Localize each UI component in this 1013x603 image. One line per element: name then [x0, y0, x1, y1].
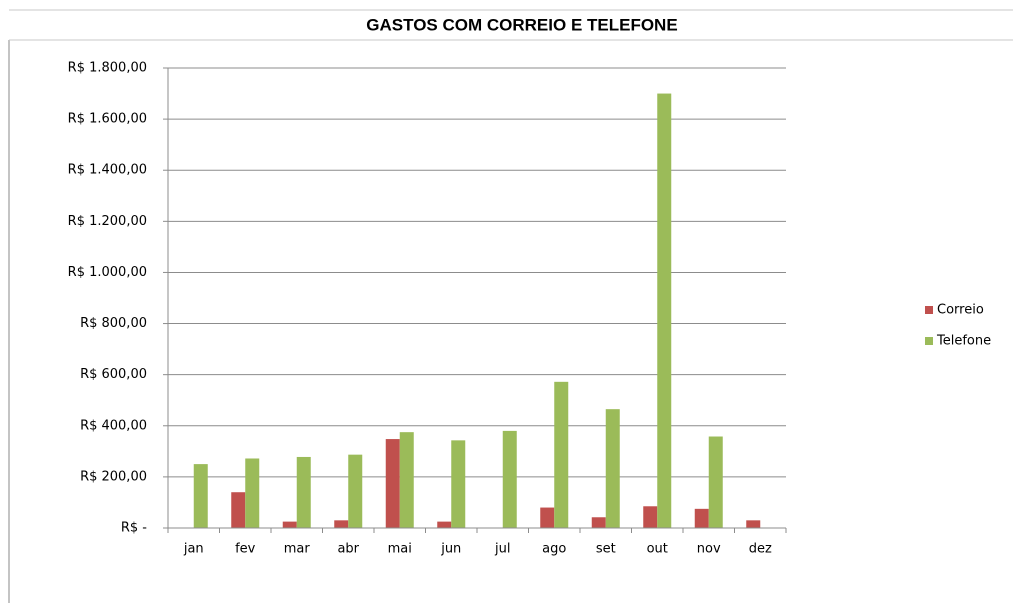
y-tick-label: R$ 1.000,00 [68, 265, 147, 280]
y-tick-label: R$ 600,00 [80, 367, 147, 382]
bar [708, 436, 723, 528]
bar [385, 439, 400, 528]
bar [694, 508, 709, 528]
x-tick-label: ago [542, 542, 566, 557]
bar [282, 521, 297, 528]
y-tick-label: R$ 1.200,00 [68, 214, 147, 229]
bar [348, 454, 363, 528]
y-tick-label: R$ 1.400,00 [68, 163, 147, 178]
x-tick-label: nov [697, 542, 721, 557]
legend-label: Telefone [936, 334, 991, 349]
bar [399, 432, 414, 528]
x-tick-label: mai [388, 542, 412, 557]
bar [605, 409, 620, 528]
bar [231, 492, 246, 528]
x-tick-label: jul [494, 542, 510, 557]
bar [554, 381, 569, 528]
bar [746, 520, 761, 528]
bar [451, 440, 466, 528]
x-tick-label: jan [183, 542, 204, 557]
legend-swatch [925, 337, 933, 345]
bar [657, 93, 672, 529]
bar [540, 507, 555, 528]
x-tick-label: out [647, 542, 668, 557]
y-tick-label: R$ 1.600,00 [68, 112, 147, 127]
x-tick-label: set [596, 542, 616, 557]
x-tick-label: dez [749, 542, 772, 557]
x-tick-label: mar [284, 542, 311, 557]
y-tick-label: R$ 200,00 [80, 469, 147, 484]
bar [502, 430, 517, 528]
legend-swatch [925, 306, 933, 314]
bar [591, 517, 606, 528]
bar [643, 506, 658, 528]
x-tick-label: jun [440, 542, 461, 557]
x-tick-label: abr [337, 542, 359, 557]
y-tick-label: R$ - [121, 521, 147, 536]
y-tick-label: R$ 800,00 [80, 316, 147, 331]
bar [245, 458, 260, 528]
bar [334, 520, 349, 528]
x-tick-label: fev [235, 542, 256, 557]
y-tick-label: R$ 1.800,00 [68, 61, 147, 76]
bar [437, 521, 452, 528]
bar [193, 464, 208, 528]
chart-title: GASTOS COM CORREIO E TELEFONE [366, 15, 677, 34]
bar [296, 456, 311, 528]
legend-label: Correio [937, 303, 984, 318]
y-tick-label: R$ 400,00 [80, 418, 147, 433]
